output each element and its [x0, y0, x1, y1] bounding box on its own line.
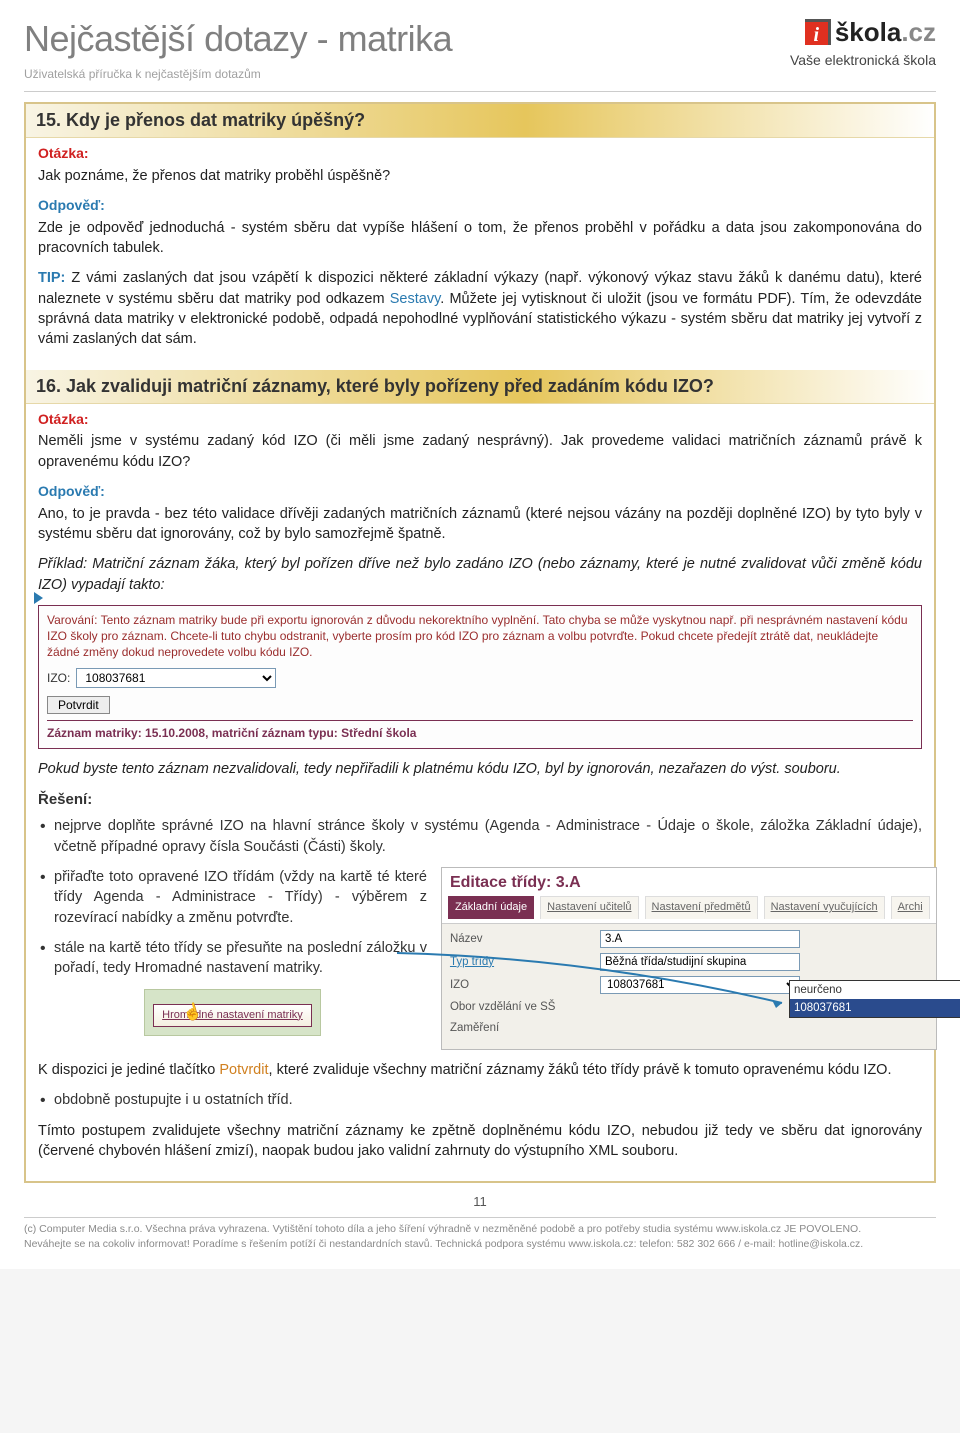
- logo: i škola.cz Vaše elektronická škola: [790, 14, 936, 71]
- obor-label: Obor vzdělání ve SŠ: [450, 999, 590, 1015]
- bullet-4: obdobně postupujte i u ostatních tříd.: [38, 1090, 922, 1110]
- logo-i-icon: i: [805, 19, 831, 45]
- q16-odpoved-text: Ano, to je pravda - bez této validace dř…: [38, 504, 922, 545]
- q15-otazka-text: Jak poznáme, že přenos dat matriky probě…: [38, 166, 922, 186]
- tab-ucitelu[interactable]: Nastavení učitelů: [540, 896, 638, 918]
- nazev-label: Název: [450, 931, 590, 947]
- row-zamereni: Zaměření: [450, 1020, 928, 1036]
- triangle-marker-icon: [34, 592, 43, 604]
- logo-top: i škola.cz: [790, 14, 936, 50]
- logo-cz: .cz: [901, 17, 936, 47]
- nazev-input[interactable]: [600, 930, 800, 948]
- footer-divider: [24, 1217, 936, 1218]
- page-number: 11: [24, 1193, 936, 1211]
- confirm-button[interactable]: Potvrdit: [47, 696, 110, 714]
- warning-divider: [47, 720, 913, 721]
- final-para: Tímto postupem zvalidujete všechny matri…: [38, 1121, 922, 1162]
- dropdown-opt-neurceno[interactable]: neurčeno: [790, 981, 960, 999]
- q15-otazka-label: Otázka:: [38, 144, 922, 164]
- dropdown-opt-selected[interactable]: 108037681: [790, 999, 960, 1017]
- footer: (c) Computer Media s.r.o. Všechna práva …: [24, 1222, 936, 1250]
- bullet-list-left: přiřaďte toto opravené IZO třídám (vždy …: [38, 867, 427, 978]
- header-title: Nejčastější dotazy - matrika: [24, 14, 790, 64]
- q15-heading: 15. Kdy je přenos dat matriky úpěšný?: [26, 104, 934, 138]
- tab-zakladni[interactable]: Základní údaje: [448, 896, 534, 918]
- warning-footer: Záznam matriky: 15.10.2008, matriční záz…: [47, 725, 913, 742]
- tip-label: TIP:: [38, 270, 65, 286]
- page: Nejčastější dotazy - matrika Uživatelská…: [0, 0, 960, 1269]
- after-panel-para: K dispozici je jediné tlačítko Potvrdit,…: [38, 1060, 922, 1080]
- hromadne-nastaveni-button[interactable]: Hromadné nastavení matriky: [153, 1004, 312, 1027]
- header-left: Nejčastější dotazy - matrika Uživatelská…: [24, 14, 790, 83]
- hm-wrap: Hromadné nastavení matriky ☝: [38, 989, 427, 1036]
- ap-a: K dispozici je jediné tlačítko: [38, 1062, 219, 1078]
- bullet-1: nejprve doplňte správné IZO na hlavní st…: [38, 816, 922, 857]
- logo-text: škola.cz: [835, 14, 936, 50]
- warning-text: Varování: Tento záznam matriky bude při …: [47, 612, 913, 661]
- q15-section: Otázka: Jak poznáme, že přenos dat matri…: [26, 138, 934, 369]
- typ-input[interactable]: [600, 953, 800, 971]
- left-column: přiřaďte toto opravené IZO třídám (vždy …: [38, 867, 427, 1036]
- tab-predmetu[interactable]: Nastavení předmětů: [645, 896, 758, 918]
- bullet-3: stále na kartě této třídy se přesuňte na…: [38, 938, 427, 979]
- tab-vyucujicich[interactable]: Nastavení vyučujících: [764, 896, 885, 918]
- hm-outer: Hromadné nastavení matriky ☝: [144, 989, 321, 1036]
- page-header: Nejčastější dotazy - matrika Uživatelská…: [24, 14, 936, 83]
- b2-link[interactable]: Agenda - Administrace - Třídy: [94, 889, 318, 905]
- izo-label: IZO:: [47, 670, 70, 687]
- zamereni-label: Zaměření: [450, 1020, 590, 1036]
- footer-line2: Neváhejte se na cokoliv informovat! Pora…: [24, 1237, 936, 1251]
- izo-dropdown-open[interactable]: neurčeno 108037681: [789, 980, 960, 1018]
- b3-b: .: [319, 960, 323, 976]
- two-column-row: přiřaďte toto opravené IZO třídám (vždy …: [38, 867, 922, 1050]
- logo-skola: škola: [835, 17, 902, 47]
- header-divider: [24, 91, 936, 92]
- q16-priklad: Příklad: Matriční záznam žáka, který byl…: [38, 554, 922, 595]
- ap-btn-ref: Potvrdit: [219, 1062, 268, 1078]
- warning-panel: Varování: Tento záznam matriky bude při …: [38, 605, 922, 749]
- typ-label[interactable]: Typ třídy: [450, 954, 590, 970]
- izo-form-select[interactable]: 108037681: [600, 976, 800, 994]
- bullet-2: přiřaďte toto opravené IZO třídám (vždy …: [38, 867, 427, 928]
- q15-odpoved-label: Odpověď:: [38, 196, 922, 216]
- izo-form-label: IZO: [450, 977, 590, 993]
- reseni-heading: Řešení:: [38, 789, 922, 810]
- row-typ: Typ třídy: [450, 953, 928, 971]
- tip-link-sestavy[interactable]: Sestavy: [390, 291, 441, 307]
- content-box: 15. Kdy je přenos dat matriky úpěšný? Ot…: [24, 102, 936, 1183]
- b1-a: nejprve doplňte správné IZO na hlavní st…: [54, 818, 490, 834]
- izo-row: IZO: 108037681: [47, 668, 913, 688]
- right-column: Editace třídy: 3.A Základní údaje Nastav…: [441, 867, 937, 1050]
- bullet-list: nejprve doplňte správné IZO na hlavní st…: [38, 816, 922, 857]
- footer-line1: (c) Computer Media s.r.o. Všechna práva …: [24, 1222, 936, 1236]
- bullet-list-2: obdobně postupujte i u ostatních tříd.: [38, 1090, 922, 1110]
- q15-odpoved-text: Zde je odpověď jednoduchá - systém sběru…: [38, 218, 922, 259]
- logo-tagline: Vaše elektronická škola: [790, 51, 936, 71]
- edit-panel-title: Editace třídy: 3.A: [442, 868, 936, 896]
- b1-link1[interactable]: Agenda - Administrace - Údaje o škole: [490, 818, 750, 834]
- tabs-row: Základní údaje Nastavení učitelů Nastave…: [442, 896, 936, 923]
- izo-select[interactable]: 108037681: [76, 668, 276, 688]
- b3-link[interactable]: Hromadné nastavení matriky: [135, 960, 319, 976]
- q16-section: Otázka: Neměli jsme v systému zadaný kód…: [26, 404, 934, 1181]
- q16-heading: 16. Jak zvaliduji matriční záznamy, kter…: [26, 370, 934, 404]
- ap-b: , které zvaliduje všechny matriční zázna…: [269, 1062, 892, 1078]
- q16-after-warn: Pokud byste tento záznam nezvalidovali, …: [38, 759, 922, 779]
- header-subtitle: Uživatelská příručka k nejčastějším dota…: [24, 66, 790, 83]
- q16-otazka-label: Otázka:: [38, 410, 922, 430]
- row-nazev: Název: [450, 930, 928, 948]
- tab-archi[interactable]: Archi: [891, 896, 930, 918]
- b1-b: , záložka: [750, 818, 816, 834]
- edit-class-panel: Editace třídy: 3.A Základní údaje Nastav…: [441, 867, 937, 1050]
- q16-odpoved-label: Odpověď:: [38, 482, 922, 502]
- q15-tip: TIP: Z vámi zaslaných dat jsou vzápětí k…: [38, 268, 922, 349]
- b1-link2[interactable]: Základní údaje: [816, 818, 913, 834]
- q16-otazka-text: Neměli jsme v systému zadaný kód IZO (či…: [38, 431, 922, 472]
